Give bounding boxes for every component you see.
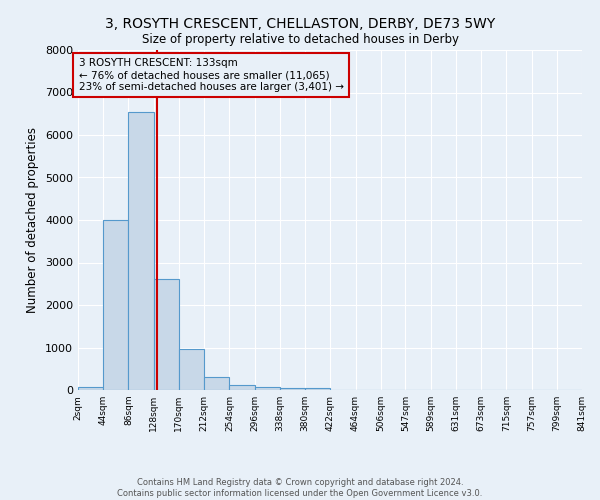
Text: Size of property relative to detached houses in Derby: Size of property relative to detached ho… xyxy=(142,32,458,46)
Bar xyxy=(154,278,179,390)
Bar xyxy=(128,112,154,390)
Bar xyxy=(305,388,331,390)
Text: Contains HM Land Registry data © Crown copyright and database right 2024.
Contai: Contains HM Land Registry data © Crown c… xyxy=(118,478,482,498)
Text: 3, ROSYTH CRESCENT, CHELLASTON, DERBY, DE73 5WY: 3, ROSYTH CRESCENT, CHELLASTON, DERBY, D… xyxy=(105,18,495,32)
Y-axis label: Number of detached properties: Number of detached properties xyxy=(26,127,40,313)
Bar xyxy=(78,387,103,390)
Bar xyxy=(254,387,280,390)
Bar xyxy=(204,377,229,390)
Bar xyxy=(179,349,204,390)
Bar xyxy=(103,220,128,390)
Bar xyxy=(229,385,254,390)
Bar xyxy=(280,388,305,390)
Text: 3 ROSYTH CRESCENT: 133sqm
← 76% of detached houses are smaller (11,065)
23% of s: 3 ROSYTH CRESCENT: 133sqm ← 76% of detac… xyxy=(79,58,344,92)
